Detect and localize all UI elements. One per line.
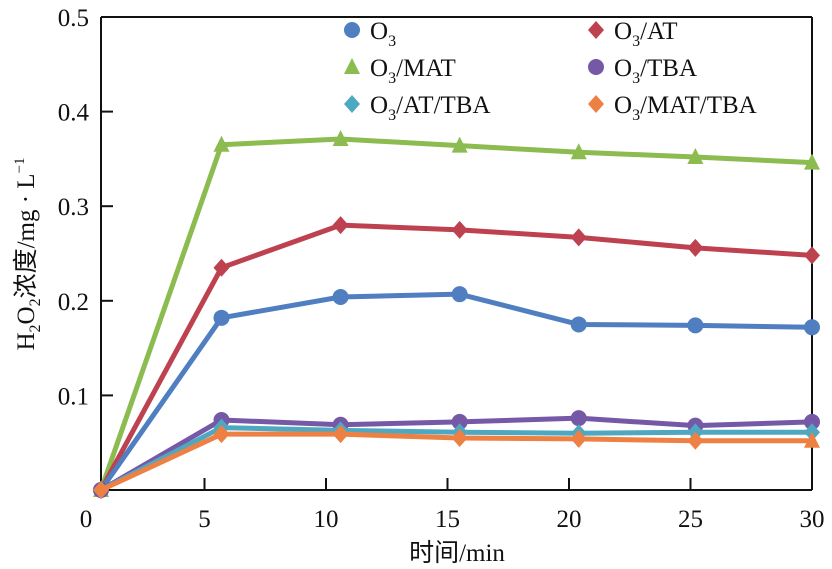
x-tick-label: 5	[198, 506, 211, 533]
series-o3-mat-tba	[93, 425, 820, 499]
marker-triangle	[687, 148, 704, 165]
series-line	[98, 291, 813, 492]
marker-circle	[570, 316, 587, 333]
x-axis-title: 时间/min	[409, 539, 505, 567]
legend-item: O3	[344, 18, 396, 50]
marker-diamond	[344, 95, 360, 113]
marker-diamond	[93, 481, 109, 499]
x-tick-label: 10	[314, 506, 339, 533]
x-tick-label: 20	[557, 506, 582, 533]
y-title-sub1: 2	[27, 324, 44, 332]
legend-item: O3/MAT/TBA	[588, 92, 757, 124]
y-tick-label: 0.4	[58, 100, 90, 127]
marker-diamond	[213, 425, 230, 444]
y-title-h: H	[13, 332, 40, 350]
marker-circle	[332, 289, 349, 306]
marker-diamond	[570, 429, 587, 448]
marker-diamond	[213, 258, 230, 277]
series-o3	[93, 286, 820, 498]
marker-diamond	[588, 95, 604, 113]
axes: 0.1 0.2 0.3 0.4 0.5 5 10 15 20 25 30	[58, 5, 825, 533]
marker-circle	[588, 59, 604, 75]
marker-circle	[804, 413, 820, 430]
legend-item: O3/AT	[588, 18, 678, 50]
marker-triangle	[451, 136, 468, 153]
marker-circle	[344, 22, 360, 38]
marker-diamond	[332, 425, 349, 444]
marker-circle	[570, 410, 587, 427]
marker-circle	[451, 286, 468, 303]
marker-triangle	[344, 58, 360, 74]
legend-label: O3/AT/TBA	[370, 92, 491, 124]
series-line	[98, 222, 813, 492]
legend-label: O3/AT	[614, 18, 678, 50]
y-tick-label: 0.1	[58, 383, 89, 410]
y-tick-label: 0.2	[58, 289, 89, 316]
y-title-sub2: 2	[27, 298, 44, 306]
legend-label: O3/TBA	[614, 55, 697, 87]
marker-diamond	[451, 220, 468, 239]
legend-label: O3/MAT	[370, 55, 456, 87]
series-layer	[93, 130, 820, 499]
y-tick-label: 0.3	[58, 194, 89, 221]
marker-circle	[804, 319, 820, 336]
legend-item: O3/AT/TBA	[344, 92, 491, 124]
marker-diamond	[451, 428, 468, 447]
marker-circle	[687, 317, 704, 334]
y-title-o: O	[13, 306, 40, 324]
marker-circle	[213, 309, 230, 326]
marker-diamond	[588, 21, 604, 39]
x-tick-label: 15	[435, 506, 460, 533]
x-tick-label: 25	[678, 506, 703, 533]
x-tick-label: 30	[800, 506, 825, 533]
marker-triangle	[804, 431, 820, 448]
origin-label: 0	[80, 506, 93, 533]
legend-label: O3/MAT/TBA	[614, 92, 757, 124]
legend-item: O3/TBA	[588, 55, 697, 87]
series-o3-tba	[93, 410, 820, 498]
y-axis-title: H2O2浓度/mg · L−1	[12, 157, 44, 350]
legend: O3 O3/AT O3/MAT O3/TBA O3/AT/TBA O3/MAT/TBA	[344, 18, 757, 124]
marker-triangle	[570, 143, 587, 160]
series-o3-at	[93, 216, 820, 499]
y-title-sup: −1	[12, 157, 28, 173]
y-title-rest: 浓度/mg · L	[12, 173, 40, 298]
marker-triangle	[332, 130, 349, 147]
marker-diamond	[570, 228, 587, 247]
marker-triangle	[213, 135, 230, 152]
marker-circle	[451, 413, 468, 430]
marker-diamond	[804, 246, 820, 265]
legend-label: O3	[370, 18, 396, 50]
marker-diamond	[332, 216, 349, 235]
marker-diamond	[687, 431, 704, 450]
marker-diamond	[687, 238, 704, 257]
y-tick-label: 0.5	[58, 5, 89, 32]
marker-triangle	[804, 153, 820, 170]
legend-item: O3/MAT	[344, 55, 456, 87]
